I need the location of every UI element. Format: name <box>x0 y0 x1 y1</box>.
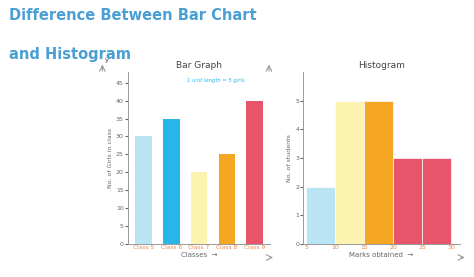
X-axis label: Marks obtained  →: Marks obtained → <box>349 252 414 258</box>
Bar <box>335 101 364 244</box>
Bar <box>393 158 422 244</box>
Bar <box>191 172 208 244</box>
Bar <box>135 137 152 244</box>
Text: and Histogram: and Histogram <box>9 47 131 62</box>
Bar <box>219 154 235 244</box>
Bar <box>306 186 335 244</box>
Bar <box>163 119 180 244</box>
Y-axis label: No. of Girls in class: No. of Girls in class <box>108 128 113 188</box>
Title: Histogram: Histogram <box>358 61 405 70</box>
Text: 1 unit length = 5 girls: 1 unit length = 5 girls <box>187 78 245 83</box>
Title: Bar Graph: Bar Graph <box>176 61 222 70</box>
Text: y: y <box>105 57 109 63</box>
Y-axis label: No. of students: No. of students <box>287 134 292 182</box>
Bar <box>422 158 451 244</box>
X-axis label: Classes  →: Classes → <box>181 252 218 258</box>
Bar <box>246 101 263 244</box>
Bar <box>364 101 393 244</box>
Text: Difference Between Bar Chart: Difference Between Bar Chart <box>9 8 257 23</box>
